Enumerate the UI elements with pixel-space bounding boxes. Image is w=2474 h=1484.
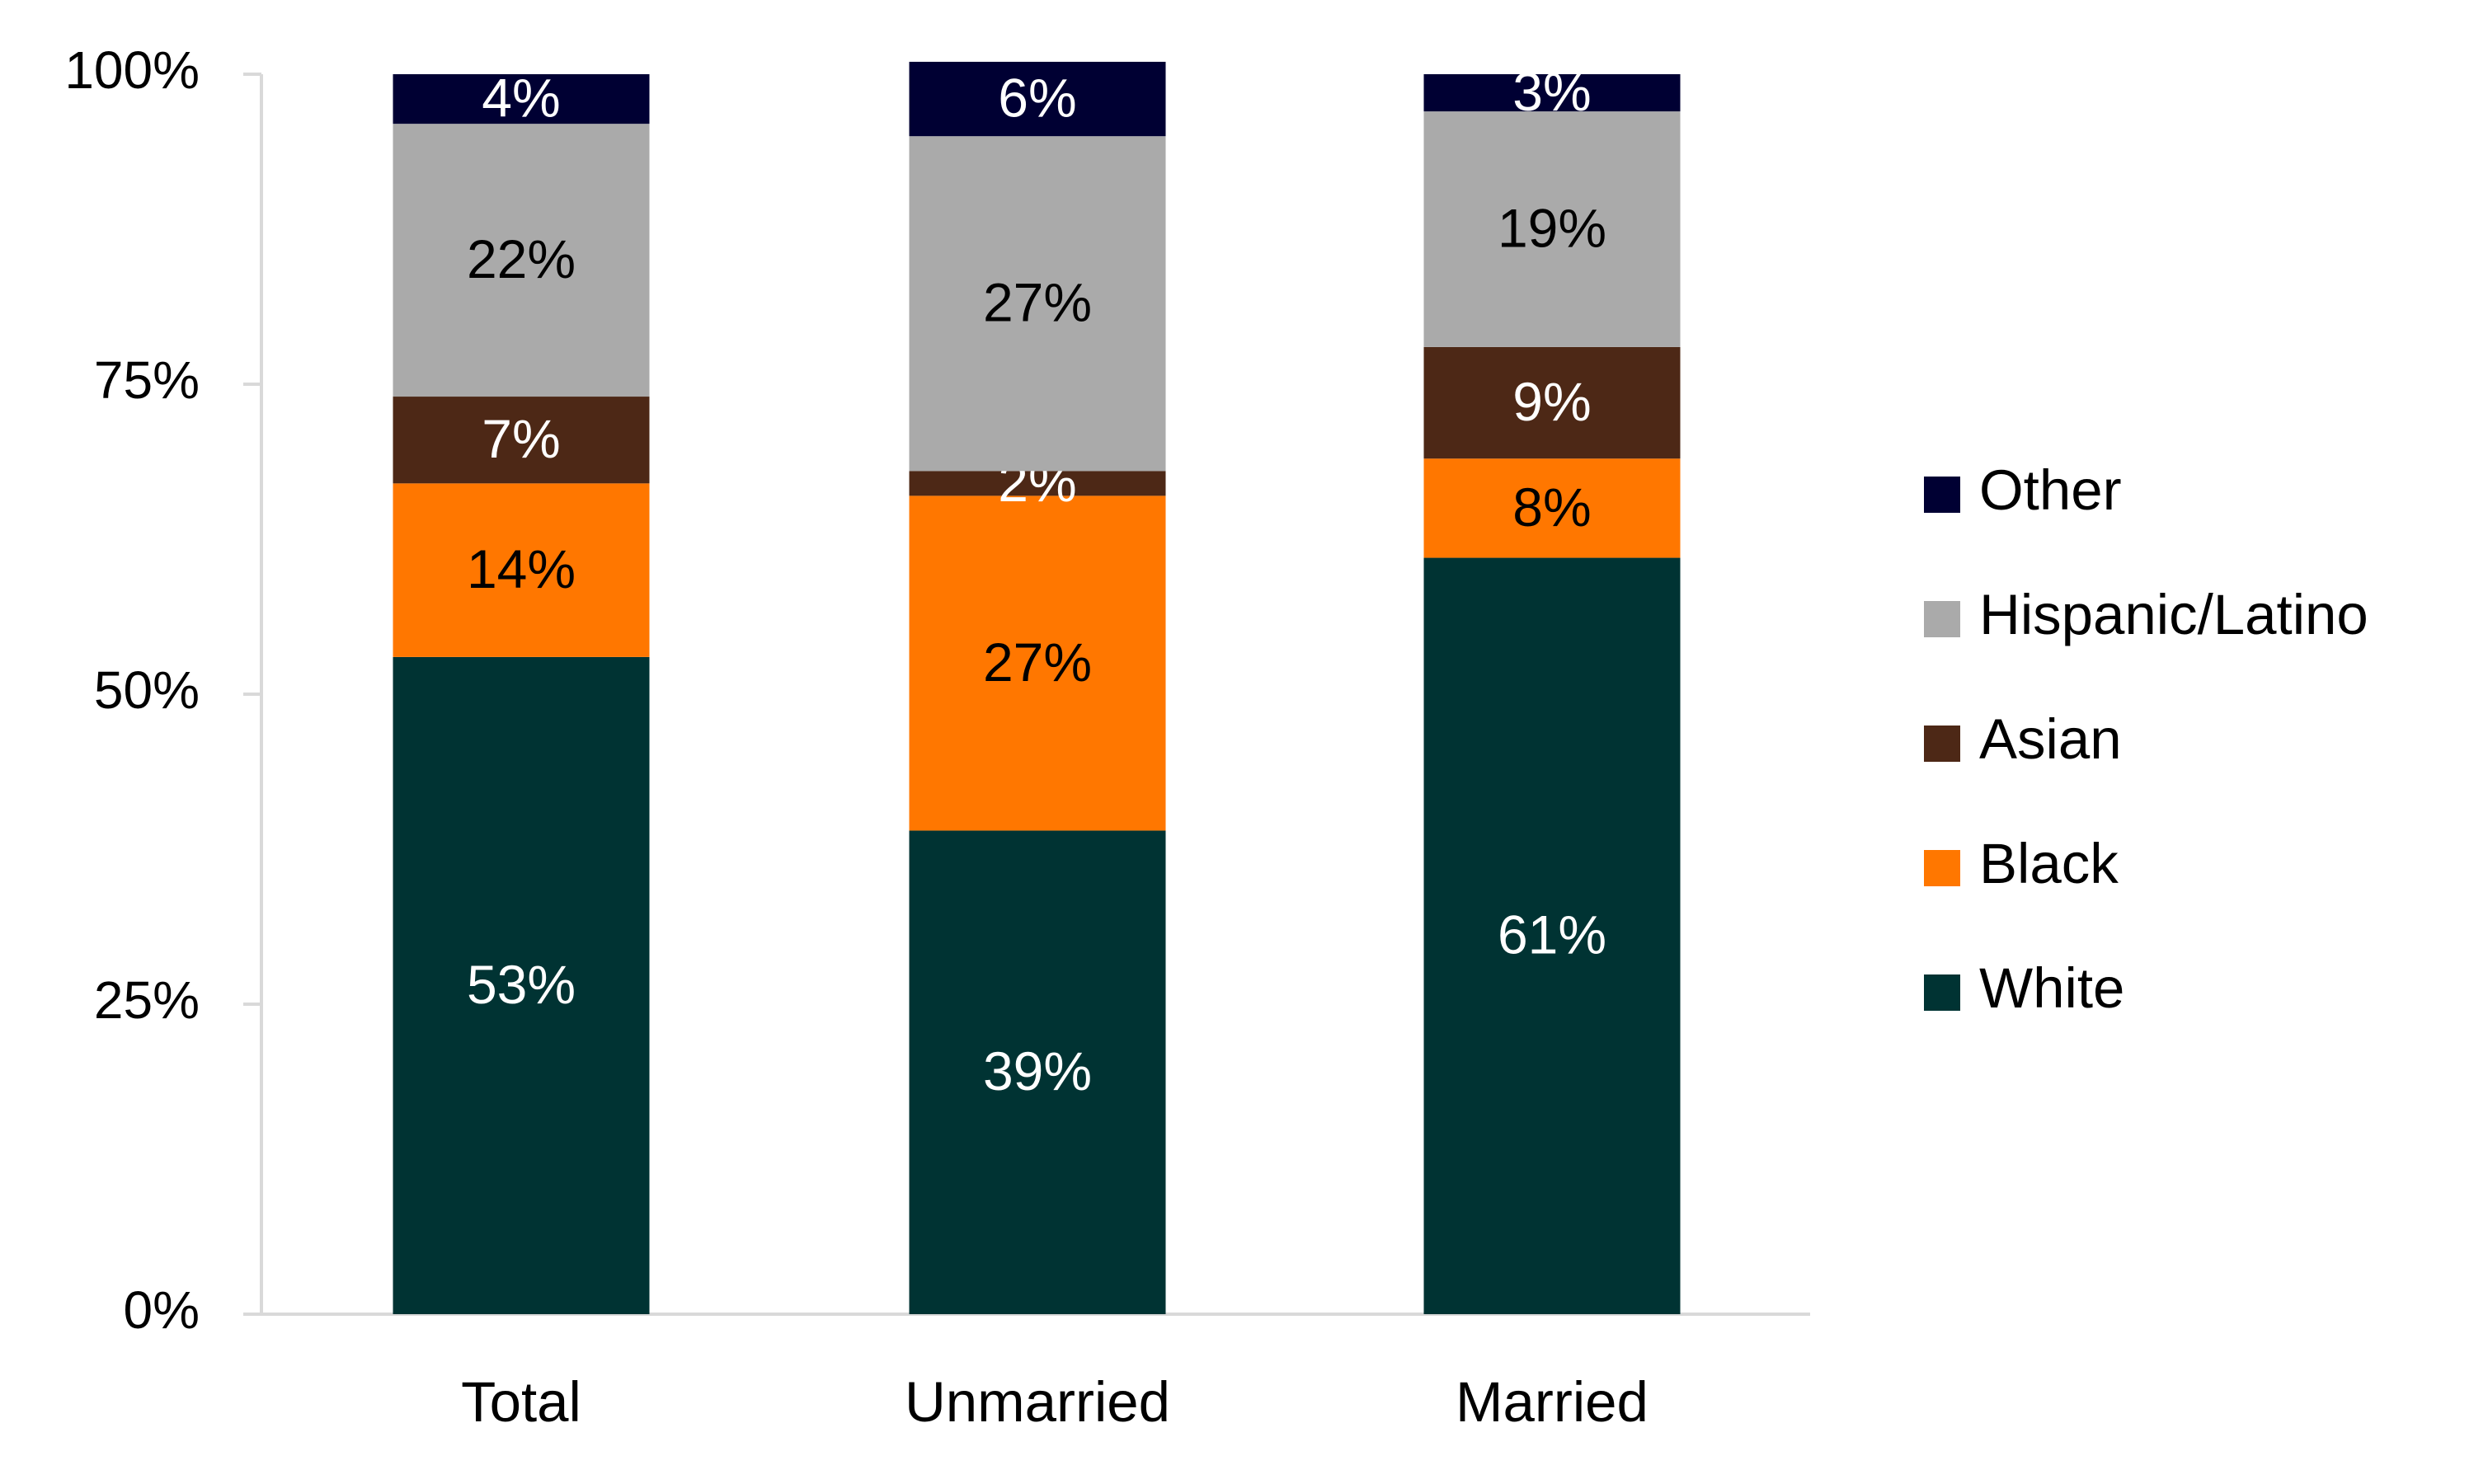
bar-segment xyxy=(909,471,1166,496)
data-label: 9% xyxy=(1512,371,1591,432)
data-label: 27% xyxy=(983,272,1092,333)
bar-segment xyxy=(393,397,650,484)
legend-swatch xyxy=(1924,850,1960,886)
data-label: 3% xyxy=(1512,61,1591,122)
legend-label: Asian xyxy=(1979,707,2122,771)
bar-segment xyxy=(393,124,650,397)
legend-label: Hispanic/Latino xyxy=(1979,583,2368,646)
data-label: 6% xyxy=(998,68,1076,129)
y-tick-label: 100% xyxy=(64,40,200,100)
x-tick-label: Unmarried xyxy=(905,1370,1170,1434)
bar-segment xyxy=(393,483,650,657)
y-tick-label: 50% xyxy=(94,660,200,720)
bar-segment xyxy=(909,495,1166,831)
data-label: 14% xyxy=(467,538,576,599)
x-tick-label: Married xyxy=(1456,1370,1649,1434)
data-label: 61% xyxy=(1498,904,1606,965)
x-tick-label: Total xyxy=(461,1370,581,1434)
data-label: 4% xyxy=(482,68,560,129)
y-tick-label: 0% xyxy=(124,1280,200,1340)
bar-segment xyxy=(909,61,1166,137)
legend-label: White xyxy=(1979,956,2124,1020)
y-tick-label: 25% xyxy=(94,970,200,1030)
legend-label: Other xyxy=(1979,458,2122,522)
legend-swatch xyxy=(1924,726,1960,762)
bar-segment xyxy=(1423,74,1681,112)
bar-segment xyxy=(1423,111,1681,347)
data-label: 19% xyxy=(1498,197,1606,258)
bar-segment xyxy=(1423,458,1681,558)
legend-swatch xyxy=(1924,601,1960,637)
legend-label: Black xyxy=(1979,832,2119,895)
data-label: 39% xyxy=(983,1040,1092,1101)
bar-segment xyxy=(909,136,1166,472)
bar-segment xyxy=(1423,346,1681,459)
data-label: 8% xyxy=(1512,477,1591,538)
data-label: 22% xyxy=(467,228,576,289)
bar-segment xyxy=(1423,557,1681,1314)
legend-swatch xyxy=(1924,974,1960,1011)
bar-segment xyxy=(393,74,650,124)
data-label: 53% xyxy=(467,954,576,1015)
bar-segment xyxy=(909,830,1166,1314)
data-label: 27% xyxy=(983,632,1092,693)
bar-segment xyxy=(393,656,650,1314)
legend-swatch xyxy=(1924,477,1960,513)
data-label: 7% xyxy=(482,408,560,469)
y-tick-label: 75% xyxy=(94,350,200,410)
